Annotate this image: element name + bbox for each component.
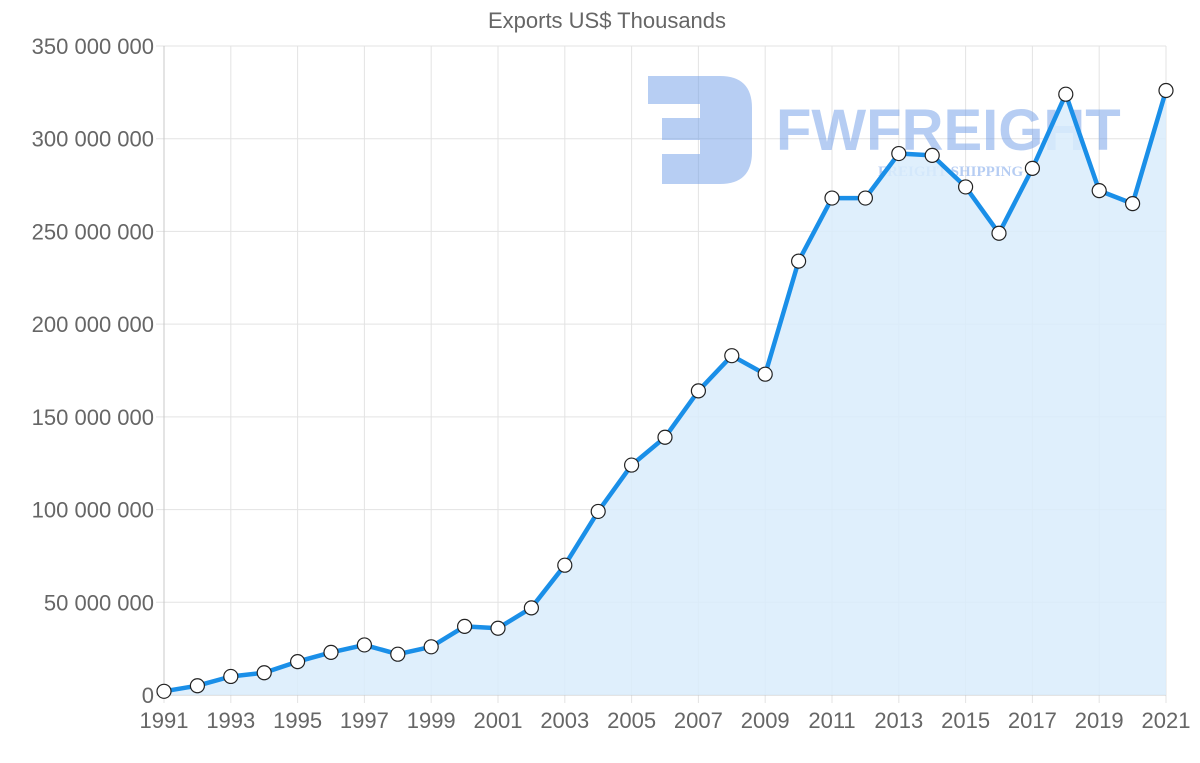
data-point[interactable] [457,618,473,634]
data-point[interactable] [1024,160,1041,176]
data-point[interactable] [924,147,940,164]
y-tick-label: 250 000 000 [32,219,154,244]
data-point[interactable] [1124,196,1141,212]
x-tick-label: 2001 [474,708,523,733]
x-tick-label: 2017 [1008,708,1057,733]
data-point[interactable] [490,620,506,636]
data-points [156,82,1174,699]
y-tick-label: 350 000 000 [32,34,154,59]
x-tick-label: 1995 [273,708,322,733]
data-point[interactable] [857,190,874,206]
x-tick-label: 1997 [340,708,389,733]
y-axis-ticks: 0 50 000 000 100 000 000 150 000 000 200 000… [32,34,154,708]
data-point[interactable] [824,190,840,206]
data-point[interactable] [390,646,406,662]
data-point[interactable] [623,457,640,473]
data-point[interactable] [590,503,606,520]
x-tick-label: 1991 [140,708,189,733]
y-tick-label: 0 [142,683,154,708]
data-point[interactable] [991,225,1007,241]
x-tick-label: 2013 [874,708,923,733]
data-point[interactable] [189,678,205,694]
data-point[interactable] [1091,183,1107,199]
x-tick-label: 2015 [941,708,990,733]
data-point[interactable] [690,383,707,399]
data-point[interactable] [256,665,272,681]
data-point[interactable] [657,429,673,445]
x-tick-label: 2019 [1075,708,1124,733]
data-point[interactable] [156,683,172,699]
fwfreight-logo-icon [648,76,752,184]
data-point[interactable] [724,348,740,364]
x-tick-label: 2009 [741,708,790,733]
data-point[interactable] [290,654,306,670]
x-axis-ticks: 1991 1993 1995 1997 1999 2001 2003 2005 2007 2009… [140,708,1191,733]
x-tick-label: 2007 [674,708,723,733]
y-tick-label: 300 000 000 [32,127,154,152]
x-tick-label: 1993 [206,708,255,733]
x-tick-label: 1999 [407,708,456,733]
chart-title: Exports US$ Thousands [487,8,727,33]
data-point[interactable] [223,668,239,685]
data-point[interactable] [557,557,573,573]
data-point[interactable] [891,145,907,162]
data-point[interactable] [757,366,773,382]
data-point[interactable] [790,253,807,269]
y-tick-label: 100 000 000 [32,498,154,523]
y-tick-label: 150 000 000 [32,405,154,430]
area-fill [164,90,1166,695]
data-point[interactable] [356,637,372,653]
data-point[interactable] [957,179,974,195]
data-point[interactable] [423,639,439,655]
x-tick-label: 2021 [1142,708,1191,733]
x-tick-label: 2011 [808,708,855,733]
y-tick-label: 200 000 000 [32,312,154,337]
x-tick-label: 2005 [607,708,656,733]
data-point[interactable] [523,600,540,616]
data-point[interactable] [323,644,339,660]
data-point[interactable] [1058,86,1074,102]
x-tick-label: 2003 [540,708,589,733]
y-tick-label: 50 000 000 [44,590,154,615]
data-point[interactable] [1158,82,1174,99]
